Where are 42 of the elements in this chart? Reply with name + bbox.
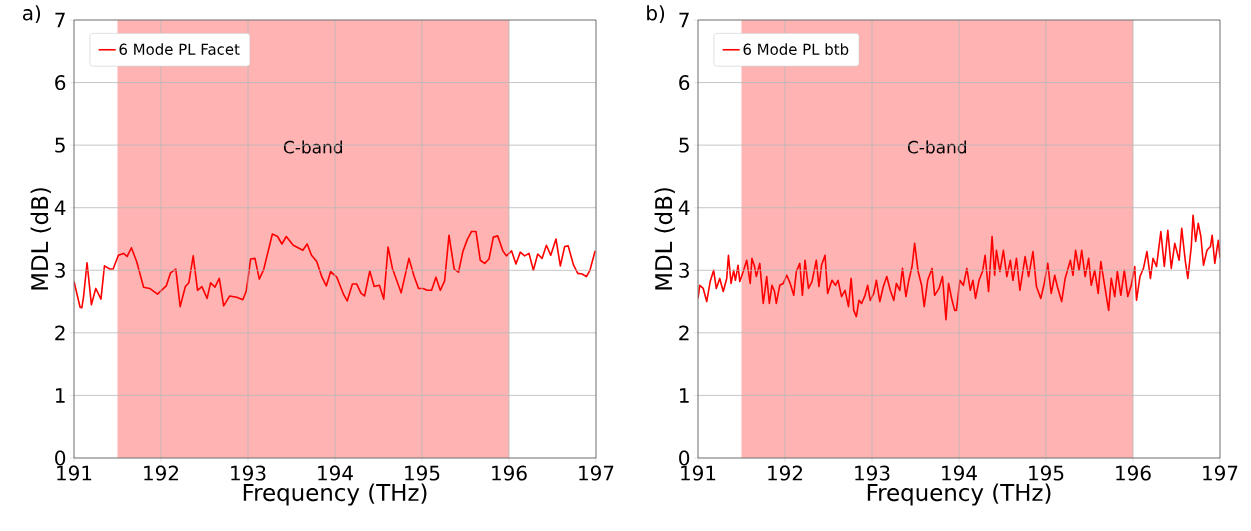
- y-tick-label: 1: [55, 388, 65, 403]
- chart-title: b): [647, 5, 665, 23]
- y-axis-title: MDL (dB): [30, 188, 51, 290]
- x-tick-label: 196: [492, 465, 527, 481]
- x-tick-label: 197: [1203, 465, 1238, 481]
- y-tick-label: 5: [55, 137, 65, 153]
- x-tick-label: 194: [942, 465, 977, 481]
- y-tick-label: 7: [679, 12, 689, 28]
- chart-title: a): [22, 5, 41, 23]
- y-tick-label: 3: [55, 262, 65, 278]
- y-tick-label: 6: [55, 75, 66, 91]
- y-tick-label: 0: [55, 450, 66, 466]
- legend-label: 6 Mode PL Facet: [119, 43, 240, 55]
- y-tick-label: 0: [679, 450, 690, 466]
- x-tick-label: 195: [405, 465, 440, 481]
- x-tick-label: 193: [231, 465, 266, 481]
- y-tick-label: 2: [55, 325, 65, 341]
- x-axis-title: Frequency (THz): [867, 483, 1051, 506]
- y-tick-label: 2: [679, 325, 689, 341]
- x-tick-label: 195: [1029, 465, 1064, 481]
- legend-label: 6 Mode PL btb: [743, 43, 849, 55]
- y-tick-label: 4: [678, 200, 690, 215]
- x-tick-label: 193: [855, 465, 890, 481]
- x-tick-label: 197: [579, 465, 614, 481]
- y-axis-title: MDL (dB): [654, 188, 675, 290]
- line-series: [74, 230, 596, 309]
- y-tick-label: 7: [55, 12, 65, 28]
- x-tick-label: 191: [57, 465, 92, 481]
- y-tick-label: 5: [679, 137, 689, 153]
- y-tick-label: 3: [679, 262, 689, 278]
- x-tick-label: 196: [1116, 465, 1151, 481]
- x-tick-label: 191: [681, 465, 716, 481]
- band-label: C-band: [907, 140, 967, 154]
- line-series: [698, 214, 1221, 321]
- y-tick-label: 4: [54, 200, 66, 215]
- band-label: C-band: [283, 140, 343, 154]
- x-tick-label: 194: [318, 465, 353, 481]
- x-tick-label: 192: [768, 465, 803, 481]
- x-axis-title: Frequency (THz): [243, 483, 427, 506]
- y-tick-label: 6: [679, 75, 690, 91]
- y-tick-label: 1: [680, 388, 689, 403]
- x-tick-label: 192: [144, 465, 179, 481]
